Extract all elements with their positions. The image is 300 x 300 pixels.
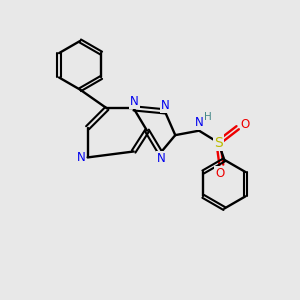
Text: H: H bbox=[204, 112, 212, 122]
Text: N: N bbox=[157, 152, 165, 165]
Text: N: N bbox=[130, 95, 139, 108]
Text: N: N bbox=[195, 116, 204, 130]
Text: O: O bbox=[215, 167, 224, 180]
Text: O: O bbox=[241, 118, 250, 131]
Text: N: N bbox=[161, 99, 170, 112]
Text: N: N bbox=[77, 151, 85, 164]
Text: S: S bbox=[214, 136, 223, 150]
